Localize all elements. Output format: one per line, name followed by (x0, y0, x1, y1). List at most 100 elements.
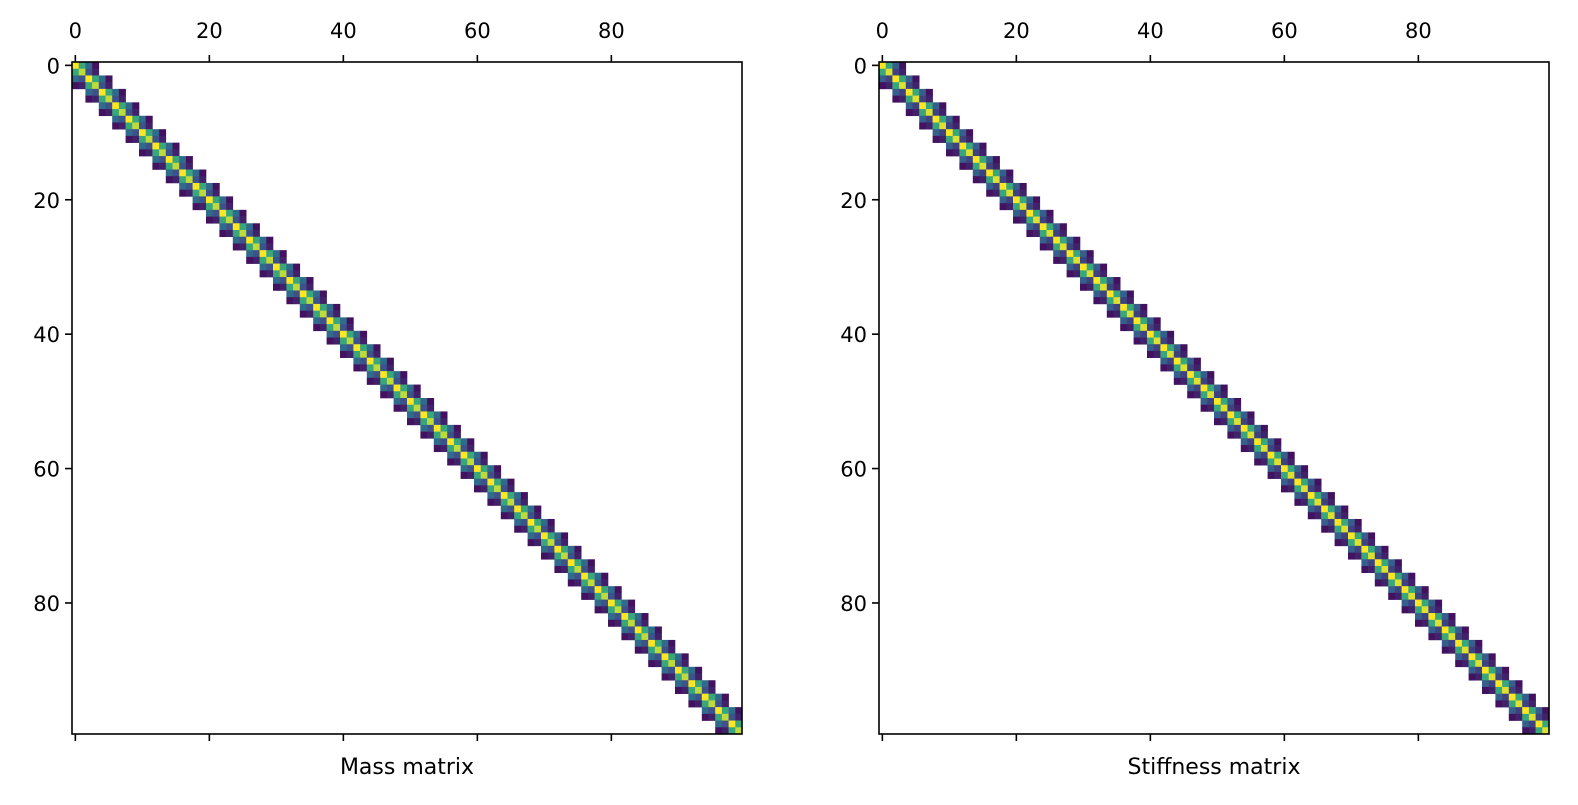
matrix-cell (85, 75, 93, 83)
matrix-cell (986, 182, 994, 190)
matrix-cell (232, 216, 240, 224)
matrix-cell (340, 344, 347, 352)
matrix-cell (1214, 384, 1221, 392)
matrix-cell (541, 539, 548, 547)
matrix-cell (500, 492, 508, 500)
matrix-cell (1093, 270, 1101, 278)
matrix-cell (912, 95, 920, 103)
matrix-cell (266, 270, 274, 278)
matrix-cell (1120, 290, 1128, 298)
matrix-cell (1341, 505, 1349, 513)
x-tick-label: 80 (1405, 19, 1432, 43)
matrix-cell (226, 230, 234, 238)
matrix-cell (1488, 666, 1496, 674)
matrix-cell (905, 102, 913, 110)
matrix-cell (206, 196, 213, 204)
matrix-cell (1126, 317, 1134, 325)
matrix-cell (1495, 700, 1503, 708)
matrix-cell (145, 122, 153, 130)
matrix-cell (1160, 357, 1168, 365)
matrix-cell (554, 532, 562, 540)
matrix-cell (628, 619, 636, 627)
matrix-cell (413, 411, 421, 419)
matrix-cell (185, 182, 193, 190)
matrix-cell (1053, 243, 1061, 251)
matrix-cell (892, 82, 900, 90)
matrix-cell (1334, 532, 1342, 540)
matrix-cell (273, 270, 280, 278)
matrix-cell (701, 693, 709, 701)
matrix-cell (1274, 471, 1282, 479)
matrix-cell (919, 109, 927, 117)
matrix-cell (1381, 552, 1389, 560)
matrix-cell (1381, 559, 1389, 567)
matrix-cell (340, 324, 347, 332)
matrix-cell (413, 391, 421, 399)
matrix-cell (899, 62, 907, 70)
matrix-cell (172, 169, 180, 177)
matrix-cell (1435, 606, 1443, 614)
matrix-cell (1321, 512, 1329, 520)
matrix-cell (494, 471, 502, 479)
matrix-cell (1046, 223, 1054, 231)
matrix-cell (1106, 277, 1114, 285)
matrix-cell (427, 398, 435, 406)
matrix-cell (1502, 693, 1510, 701)
matrix-cell (1100, 290, 1108, 298)
matrix-cell (1348, 545, 1355, 553)
matrix-cell (1113, 297, 1121, 305)
matrix-cell (919, 102, 927, 110)
y-tick-label: 40 (840, 323, 867, 347)
matrix-cell (514, 512, 522, 520)
matrix-cell (661, 673, 669, 681)
matrix-cell (467, 445, 475, 453)
matrix-cell (447, 451, 455, 459)
matrix-cell (440, 418, 448, 426)
matrix-cell (1482, 666, 1489, 674)
matrix-cell (172, 176, 180, 184)
x-tick-label: 0 (69, 19, 82, 43)
matrix-cell (581, 579, 589, 587)
matrix-cell (92, 88, 100, 96)
matrix-cell (1187, 391, 1195, 399)
matrix-cell (594, 579, 602, 587)
matrix-cell (1247, 424, 1255, 432)
matrix-cell (145, 142, 153, 150)
matrix-cell (346, 337, 354, 345)
matrix-cell (614, 592, 622, 600)
matrix-cell (1421, 619, 1429, 627)
matrix-cell (192, 182, 200, 190)
matrix-cell (92, 75, 100, 83)
matrix-cell (1294, 498, 1302, 506)
matrix-cell (152, 129, 160, 137)
matrix-cell (400, 377, 408, 385)
matrix-cell (1046, 209, 1054, 217)
matrix-cell (1153, 330, 1161, 338)
matrix-cell (681, 673, 689, 681)
matrix-cell (326, 303, 334, 311)
matrix-cell (252, 250, 260, 258)
matrix-cell (145, 115, 153, 123)
matrix-cell (353, 364, 361, 372)
matrix-cell (380, 357, 388, 365)
matrix-cell (721, 693, 729, 701)
matrix-cell (226, 203, 234, 211)
matrix-cell (326, 337, 334, 345)
matrix-cell (628, 626, 636, 634)
matrix-cell (1234, 411, 1242, 419)
matrix-cell (159, 129, 167, 137)
matrix-cell (1113, 283, 1121, 291)
matrix-cell (905, 82, 913, 90)
matrix-cell (932, 135, 940, 143)
matrix-cell (407, 398, 414, 406)
matrix-cell (1348, 539, 1355, 547)
matrix-cell (252, 236, 260, 244)
matrix-cell (1455, 626, 1463, 634)
matrix-cell (1448, 639, 1456, 647)
matrix-cell (1381, 566, 1389, 574)
matrix-cell (986, 189, 994, 197)
matrix-cell (1113, 290, 1121, 298)
matrix-cell (1214, 398, 1221, 406)
matrix-cell (972, 142, 980, 150)
x-tick-label: 60 (464, 19, 491, 43)
